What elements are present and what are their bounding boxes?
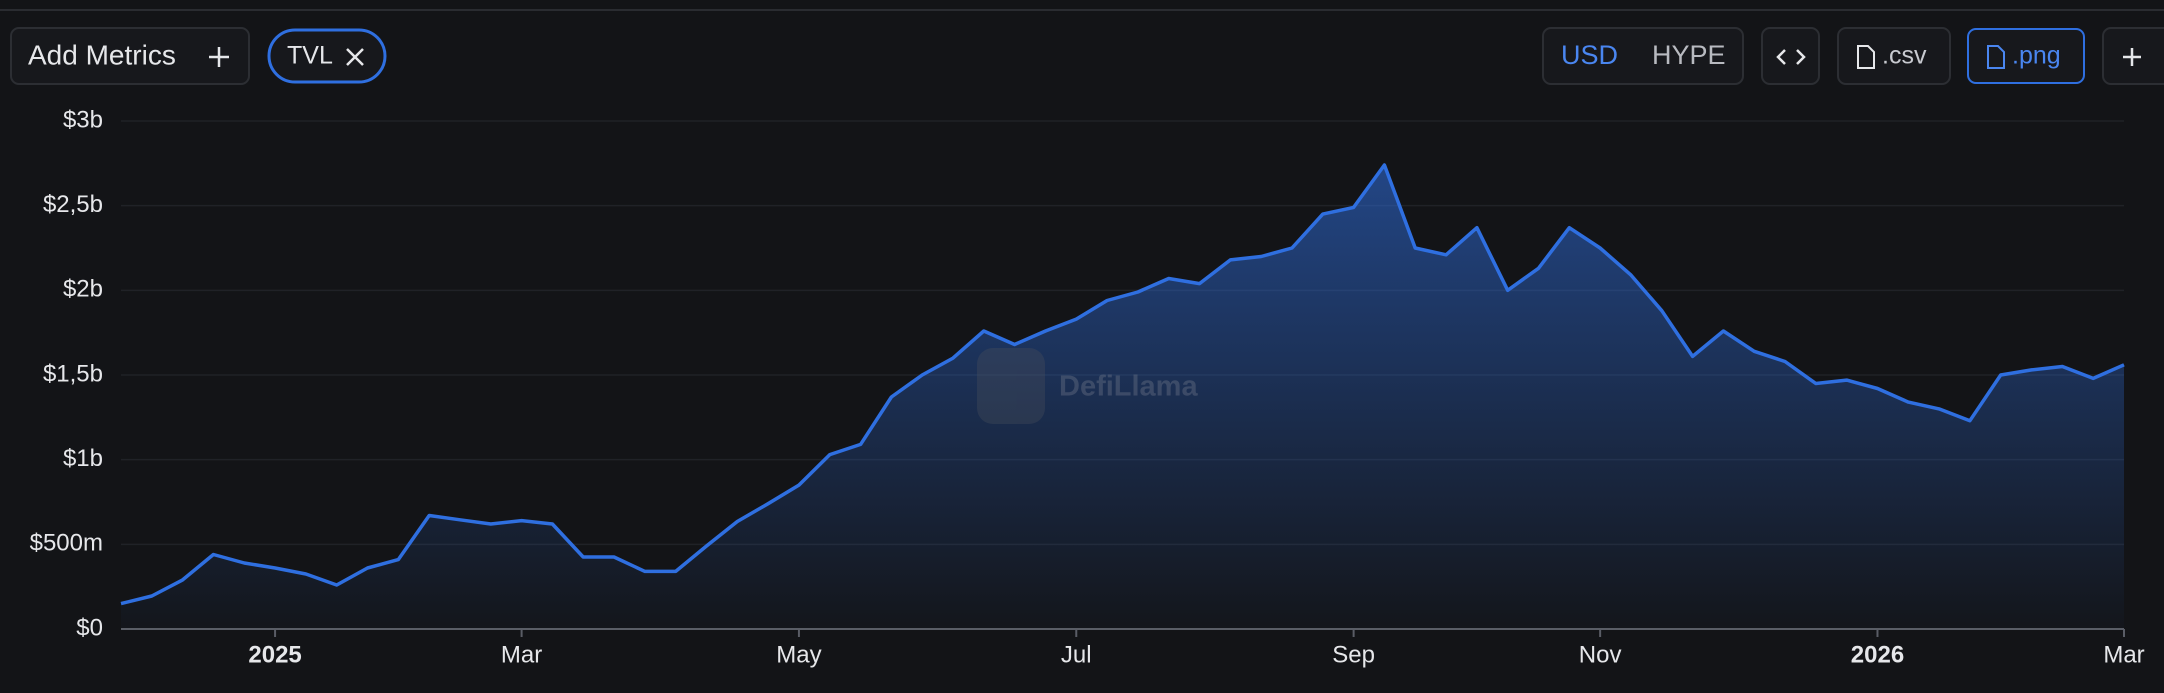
metric-pill[interactable]: TVL [267,28,387,84]
currency-option[interactable]: USD [1561,40,1618,70]
watermark-logo [977,348,1045,424]
pill-label: TVL [287,42,333,70]
button-box [1761,27,1820,85]
toggle-box [1542,27,1744,85]
x-tick-label: May [776,641,821,668]
csv-label: .csv [1882,42,1927,70]
y-tick-label: $500m [30,530,103,557]
add-metrics-button[interactable]: Add Metrics [10,27,250,85]
y-tick-label: $2b [63,276,103,303]
file-icon [1987,45,2005,69]
close-icon [346,48,364,66]
y-tick-label: $0 [76,614,103,641]
area [121,165,2124,629]
button-box [10,27,250,85]
button-box [1837,27,1951,85]
x-tick-label: 2026 [1851,641,1904,668]
embed-button[interactable] [1761,27,1820,85]
x-tick-label: Nov [1579,641,1622,668]
png-button[interactable]: .png [1967,28,2085,84]
currency-option[interactable]: HYPE [1652,40,1726,70]
pill-box [267,28,387,84]
watermark: DefiLlama [977,348,1198,424]
add-chart-button[interactable] [2102,27,2164,85]
code-icon [1776,49,1806,65]
x-tick-label: Mar [501,641,542,668]
x-tick-label: Jul [1061,641,1092,668]
png-label: .png [2012,42,2061,70]
x-tick-label: Mar [2103,641,2144,668]
y-tick-label: $1b [63,445,103,472]
file-icon [1857,45,1875,69]
csv-button[interactable]: .csv [1837,27,1951,85]
y-tick-label: $2,5b [43,191,103,218]
button-box [1967,28,2085,84]
plus-icon [2123,48,2141,66]
x-tick-label: Sep [1332,641,1375,668]
line [120,163,2125,606]
y-tick-label: $1,5b [43,360,103,387]
currency-toggle: USD HYPE [1542,27,1744,85]
y-tick-label: $3b [63,106,103,133]
add-metrics-label: Add Metrics [28,39,176,70]
plus-icon [209,47,229,67]
x-tick-label: 2025 [248,641,301,668]
watermark-text: DefiLlama [1059,371,1198,403]
